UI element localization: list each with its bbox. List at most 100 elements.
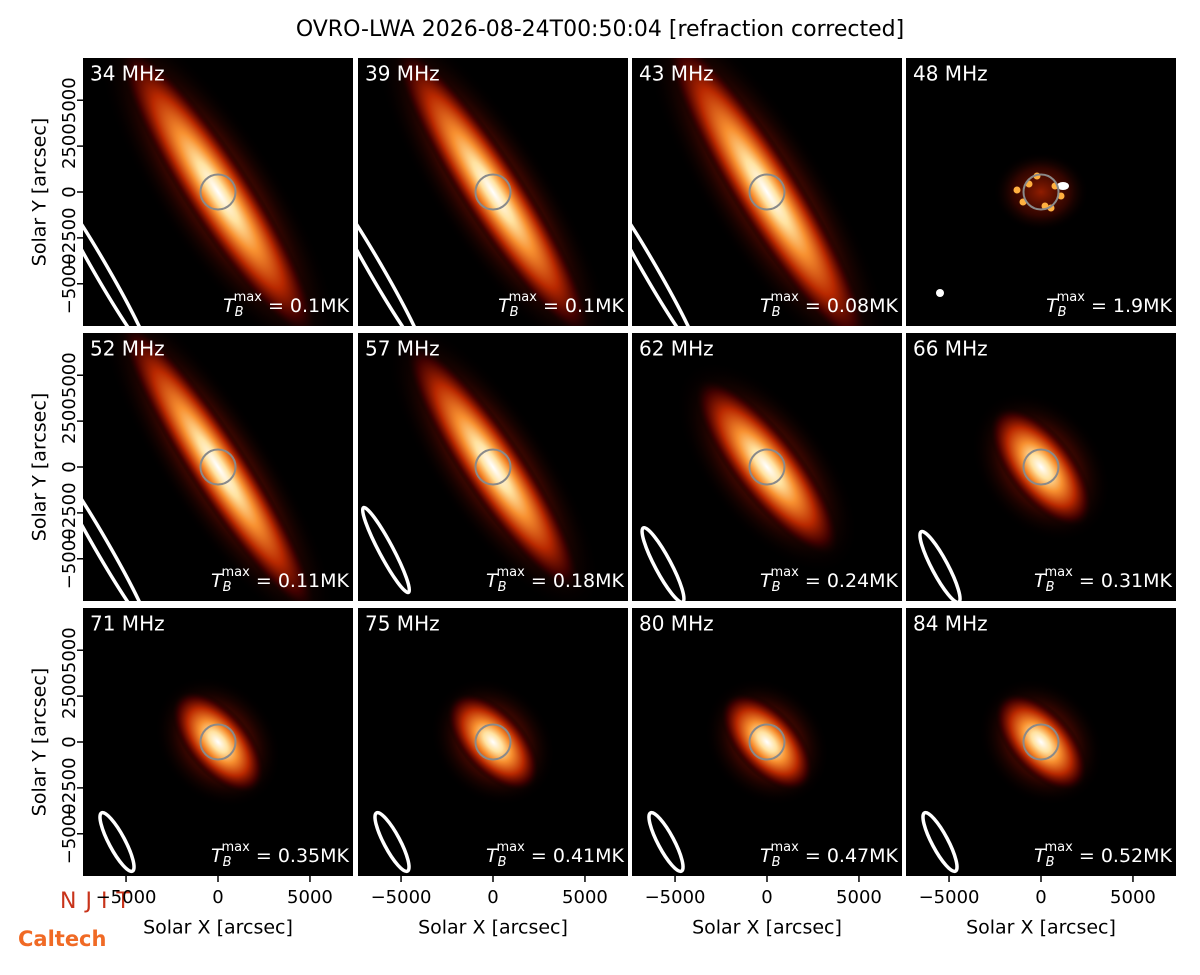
x-axis-label: Solar X [arcsec] xyxy=(143,917,293,939)
tmax-value: = 0.35MK xyxy=(250,845,350,867)
beam xyxy=(921,810,959,874)
tb-sub: B xyxy=(1046,580,1055,595)
x-tick-label: 0 xyxy=(761,887,772,908)
tmax-value: = 0.1MK xyxy=(262,295,350,317)
panel-label: 39 MHz xyxy=(365,62,440,86)
tmax-label: TBmax = 0.08MK xyxy=(760,290,899,320)
panel-label: 71 MHz xyxy=(90,612,165,636)
x-tick-label: 0 xyxy=(1035,887,1046,908)
emission-spot xyxy=(1013,186,1021,194)
solar-disk xyxy=(1022,448,1060,486)
x-tick-label: −5000 xyxy=(919,887,980,908)
solar-disk xyxy=(474,723,512,761)
tb-symbol: T xyxy=(760,845,773,867)
tb-symbol: T xyxy=(498,295,511,317)
y-tick-label: 2500 xyxy=(59,398,80,444)
tb-sub: B xyxy=(510,305,519,320)
tb-sup: max xyxy=(771,290,800,305)
solar-disk xyxy=(199,723,237,761)
panel-label: 52 MHz xyxy=(90,337,165,361)
tb-symbol: T xyxy=(1034,845,1047,867)
panel xyxy=(358,608,628,876)
tmax-value: = 0.08MK xyxy=(799,295,899,317)
tmax-value: = 0.52MK xyxy=(1073,845,1173,867)
beam xyxy=(647,810,685,874)
tmax-label: TBmax = 1.9MK xyxy=(1046,290,1172,320)
tb-sub: B xyxy=(498,855,507,870)
x-tick-label: 5000 xyxy=(1110,887,1156,908)
emission xyxy=(994,692,1088,792)
x-tick-label: 5000 xyxy=(287,887,333,908)
emission xyxy=(989,406,1093,528)
x-tick-label: −5000 xyxy=(96,887,157,908)
tb-sup: max xyxy=(1045,565,1074,580)
panel-label: 57 MHz xyxy=(365,337,440,361)
solar-disk xyxy=(1022,723,1060,761)
tmax-label: TBmax = 0.1MK xyxy=(223,290,349,320)
solar-disk xyxy=(1022,173,1060,211)
tmax-value: = 0.1MK xyxy=(537,295,625,317)
y-tick-label: 0 xyxy=(59,186,80,197)
njit-logo: NJIT xyxy=(60,889,139,914)
tmax-label: TBmax = 0.41MK xyxy=(486,840,625,870)
tmax-value: = 0.31MK xyxy=(1073,570,1173,592)
beam xyxy=(918,529,962,601)
beam xyxy=(640,525,686,601)
y-tick-label: −5000 xyxy=(59,803,80,864)
emission xyxy=(119,333,317,601)
tmax-label: TBmax = 0.52MK xyxy=(1034,840,1173,870)
panel-label: 62 MHz xyxy=(639,337,714,361)
tb-symbol: T xyxy=(760,295,773,317)
emission xyxy=(393,58,593,326)
tb-symbol: T xyxy=(1034,570,1047,592)
tb-sup: max xyxy=(497,565,526,580)
solar-disk xyxy=(199,448,237,486)
panel-label: 80 MHz xyxy=(639,612,714,636)
tb-sub: B xyxy=(223,580,232,595)
x-tick-label: 5000 xyxy=(562,887,608,908)
solar-disk xyxy=(748,723,786,761)
tb-sub: B xyxy=(235,305,244,320)
y-tick-label: 5000 xyxy=(59,352,80,398)
tb-symbol: T xyxy=(760,570,773,592)
tmax-value: = 0.47MK xyxy=(799,845,899,867)
beam xyxy=(83,460,151,601)
y-axis-label: Solar Y [arcsec] xyxy=(29,393,51,541)
beam xyxy=(358,185,426,326)
panel xyxy=(632,333,902,601)
y-tick-label: −2500 xyxy=(59,757,80,818)
y-tick-label: 0 xyxy=(59,461,80,472)
panel xyxy=(83,333,353,601)
emission xyxy=(446,692,540,792)
tmax-label: TBmax = 0.11MK xyxy=(211,565,350,595)
tb-sub: B xyxy=(498,580,507,595)
tb-sub: B xyxy=(1058,305,1067,320)
beam xyxy=(373,810,411,874)
tmax-value: = 0.41MK xyxy=(525,845,625,867)
y-tick-label: 5000 xyxy=(59,627,80,673)
tmax-value: = 0.18MK xyxy=(525,570,625,592)
x-tick-label: −5000 xyxy=(645,887,706,908)
y-tick-label: 5000 xyxy=(59,77,80,123)
tmax-value: = 1.9MK xyxy=(1085,295,1173,317)
tb-symbol: T xyxy=(1046,295,1059,317)
tmax-label: TBmax = 0.31MK xyxy=(1034,565,1173,595)
tb-sub: B xyxy=(772,580,781,595)
y-tick-label: 2500 xyxy=(59,673,80,719)
y-tick-label: −2500 xyxy=(59,482,80,543)
tb-symbol: T xyxy=(211,845,224,867)
emission xyxy=(405,341,581,593)
emission xyxy=(171,690,265,794)
panel xyxy=(906,58,1176,326)
y-tick-label: −5000 xyxy=(59,253,80,314)
emission-halo xyxy=(993,152,1089,232)
tb-symbol: T xyxy=(486,570,499,592)
beam xyxy=(360,505,412,595)
tmax-value: = 0.24MK xyxy=(799,570,899,592)
panel-label: 43 MHz xyxy=(639,62,714,86)
tb-sub: B xyxy=(772,305,781,320)
tb-sup: max xyxy=(497,840,526,855)
tb-sub: B xyxy=(223,855,232,870)
panel xyxy=(83,608,353,876)
solar-disk xyxy=(474,173,512,211)
